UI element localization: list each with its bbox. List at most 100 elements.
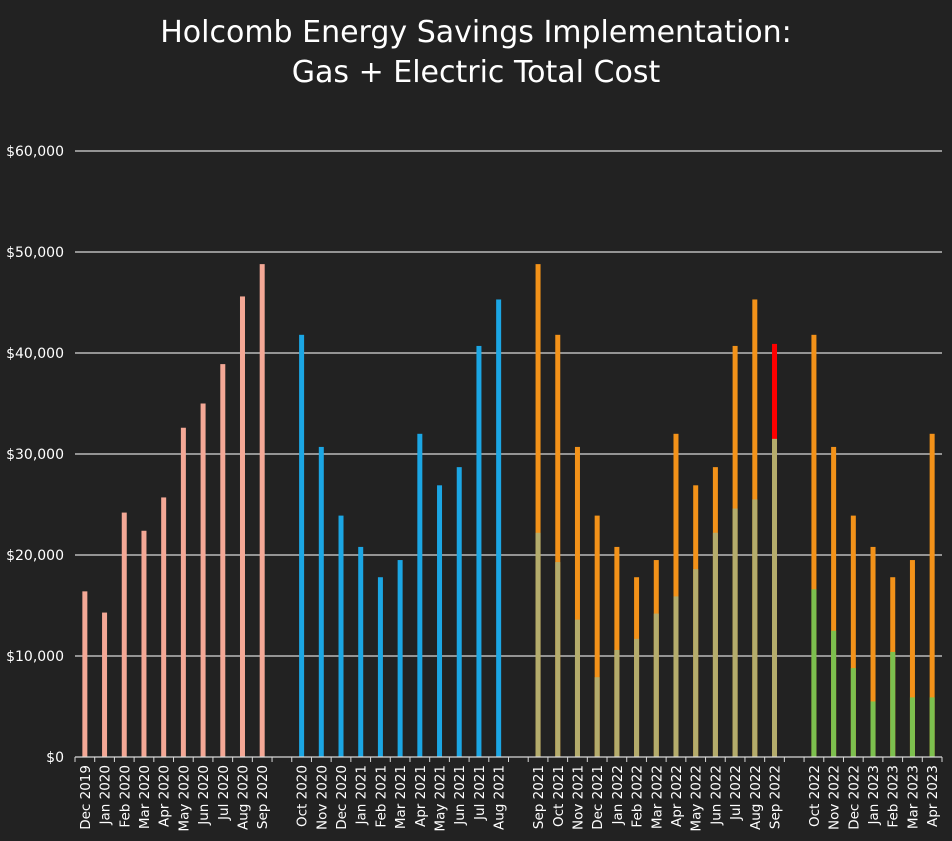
bar-total: [850, 515, 856, 757]
bar-total: [180, 427, 186, 757]
x-tick-label: Dec 2020: [334, 765, 350, 830]
x-tick-label: May 2022: [689, 765, 705, 832]
x-tick-label: Oct 2022: [807, 765, 823, 827]
bar-part: [870, 701, 876, 757]
x-tick-label: Mar 2021: [393, 765, 409, 829]
x-tick-label: Jul 2020: [216, 765, 232, 821]
y-tick-label: $0: [46, 750, 64, 766]
x-tick-label: Feb 2022: [630, 765, 646, 828]
bar-part: [811, 589, 817, 757]
bar-part: [594, 677, 600, 757]
bar-total: [358, 546, 364, 757]
x-tick-label: Oct 2020: [295, 765, 311, 827]
bar-part: [693, 569, 699, 757]
bar-total: [870, 546, 876, 757]
chart-title-line-1: Holcomb Energy Savings Implementation:: [160, 15, 792, 50]
x-axis-tick-labels: Dec 2019 Jan 2020 Feb 2020 Mar 2020 Apr 2020…: [78, 765, 941, 832]
x-tick-label: Nov 2021: [570, 765, 586, 830]
x-tick-label: Dec 2019: [78, 765, 94, 830]
x-tick-label: Apr 2023: [925, 765, 941, 827]
y-tick-label: $20,000: [6, 548, 64, 564]
bar-total: [82, 591, 88, 757]
x-tick-label: Jun 2020: [196, 765, 212, 826]
bar-part: [890, 651, 896, 757]
bar-part: [732, 508, 738, 757]
bar-part: [909, 697, 915, 757]
x-tick-label: May 2020: [176, 765, 192, 832]
bar-part: [574, 619, 580, 757]
bar-part: [752, 499, 758, 757]
x-tick-label: Jun 2021: [452, 765, 468, 826]
x-tick-label: Feb 2021: [373, 765, 389, 828]
x-tick-label: May 2021: [433, 765, 449, 832]
x-axis: [74, 756, 943, 762]
bar-total: [929, 433, 935, 757]
bar-total: [102, 612, 108, 757]
bar-total: [200, 403, 206, 757]
bar-total: [161, 497, 167, 757]
x-tick-label: Nov 2020: [314, 765, 330, 830]
bar-total: [496, 299, 502, 757]
x-tick-label: Feb 2020: [117, 765, 133, 828]
y-tick-label: $40,000: [6, 346, 64, 362]
x-tick-label: Feb 2023: [886, 765, 902, 828]
x-tick-label: Jul 2022: [728, 765, 744, 821]
bar-part: [831, 630, 837, 757]
bar-part: [555, 562, 561, 757]
gridlines: [75, 150, 942, 657]
chart-title-line-2: Gas + Electric Total Cost: [292, 55, 661, 90]
bar-part: [929, 697, 935, 757]
bar-total: [831, 446, 837, 757]
bar-total: [397, 560, 403, 757]
bar-total: [909, 560, 915, 757]
x-tick-label: Mar 2022: [649, 765, 665, 829]
bar-total: [417, 433, 423, 757]
x-tick-label: Apr 2020: [157, 765, 173, 827]
x-tick-label: Dec 2021: [590, 765, 606, 830]
bar-total: [476, 345, 482, 757]
bar-part: [712, 532, 718, 757]
bar-part: [673, 596, 679, 757]
y-axis-tick-labels: $0 $10,000 $20,000 $30,000 $40,000 $50,000 $60…: [6, 144, 64, 766]
bar-total: [673, 433, 679, 757]
x-tick-label: Mar 2023: [905, 765, 921, 829]
x-tick-label: Jul 2021: [472, 765, 488, 821]
x-tick-label: Sep 2022: [768, 765, 784, 829]
x-tick-label: Aug 2021: [492, 765, 508, 830]
x-tick-label: Sep 2020: [255, 765, 271, 829]
x-tick-label: Aug 2022: [748, 765, 764, 830]
bar-part: [850, 668, 856, 757]
x-tick-label: Jun 2022: [708, 765, 724, 826]
y-tick-label: $30,000: [6, 447, 64, 463]
bar-part: [614, 649, 620, 757]
x-tick-label: Jan 2022: [610, 765, 626, 825]
x-tick-label: Nov 2022: [827, 765, 843, 830]
bar-total: [141, 530, 147, 757]
x-tick-label: Oct 2021: [551, 765, 567, 827]
bar-total: [220, 364, 226, 757]
x-tick-label: Jan 2021: [354, 765, 370, 825]
x-tick-label: Jan 2023: [866, 765, 882, 825]
y-tick-label: $50,000: [6, 245, 64, 261]
bar-total: [338, 515, 344, 757]
bar-total: [456, 467, 462, 757]
x-tick-label: Mar 2020: [137, 765, 153, 829]
bar-part: [653, 613, 659, 757]
x-tick-label: Aug 2020: [235, 765, 251, 830]
x-tick-label: Dec 2022: [846, 765, 862, 830]
bar-total: [437, 485, 443, 757]
y-tick-label: $10,000: [6, 649, 64, 665]
x-tick-label: Jan 2020: [98, 765, 114, 825]
x-tick-label: Apr 2022: [669, 765, 685, 827]
y-tick-label: $60,000: [6, 144, 64, 160]
bar-total: [239, 296, 245, 757]
bar-total: [377, 577, 383, 757]
bar-total: [574, 446, 580, 757]
bars: [82, 264, 935, 757]
bar-total: [299, 334, 305, 757]
x-tick-label: Apr 2021: [413, 765, 429, 827]
bar-total: [259, 264, 265, 757]
bar-total: [555, 334, 561, 757]
